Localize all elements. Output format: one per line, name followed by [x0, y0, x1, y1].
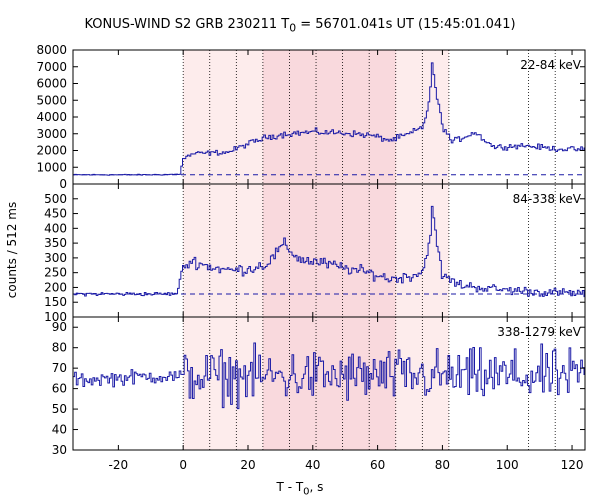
- y-tick-label-2-9: 500: [44, 192, 67, 206]
- y-tick-label-3-4: 60: [52, 382, 67, 396]
- x-tick-label-3: 20: [240, 458, 255, 472]
- x-tick-label-6: 80: [435, 458, 450, 472]
- x-tick-label-4: 40: [305, 458, 320, 472]
- y-tick-label-3-5: 70: [52, 361, 67, 375]
- light-curve-1: [73, 62, 585, 176]
- y-tick-label-1-6: 5000: [36, 93, 67, 107]
- x-tick-label-5: 60: [370, 458, 385, 472]
- chart-title: KONUS-WIND S2 GRB 230211 T0 = 56701.041s…: [84, 17, 516, 35]
- y-tick-label-3-7: 90: [52, 320, 67, 334]
- panel-frame-3: [72, 316, 586, 451]
- y-tick-label-3-6: 80: [52, 341, 67, 355]
- y-tick-label-1-2: 1000: [36, 160, 67, 174]
- y-tick-label-2-3: 200: [44, 280, 67, 294]
- y-tick-label-1-7: 6000: [36, 77, 67, 91]
- panel-label-2: 84-338 keV: [513, 192, 582, 206]
- y-tick-label-2-7: 400: [44, 221, 67, 235]
- x-tick-label-2: 0: [179, 458, 187, 472]
- panel-label-1: 22-84 keV: [520, 58, 582, 72]
- y-tick-label-3-1: 30: [52, 443, 67, 457]
- y-tick-label-3-3: 50: [52, 402, 67, 416]
- y-tick-label-1-4: 3000: [36, 127, 67, 141]
- y-tick-label-2-6: 350: [44, 236, 67, 250]
- y-tick-label-1-3: 2000: [36, 144, 67, 158]
- y-tick-label-3-2: 40: [52, 423, 67, 437]
- y-tick-label-2-4: 250: [44, 266, 67, 280]
- y-tick-label-1-9: 8000: [36, 43, 67, 57]
- x-axis-label: T - T0, s: [276, 480, 324, 498]
- light-curve-3: [73, 342, 585, 410]
- y-tick-label-2-8: 450: [44, 207, 67, 221]
- shaded-region-2: [262, 50, 396, 450]
- light-curve-2: [73, 205, 585, 298]
- y-tick-label-1-8: 7000: [36, 60, 67, 74]
- x-tick-label-8: 120: [561, 458, 584, 472]
- y-tick-label-1-1: 0: [59, 177, 67, 191]
- x-tick-label-1: -20: [109, 458, 129, 472]
- y-tick-label-2-2: 150: [44, 295, 67, 309]
- panel-label-3: 338-1279 keV: [497, 325, 581, 339]
- y-tick-label-2-1: 100: [44, 310, 67, 324]
- y-tick-label-1-5: 4000: [36, 110, 67, 124]
- y-tick-label-2-5: 300: [44, 251, 67, 265]
- x-tick-label-7: 100: [496, 458, 519, 472]
